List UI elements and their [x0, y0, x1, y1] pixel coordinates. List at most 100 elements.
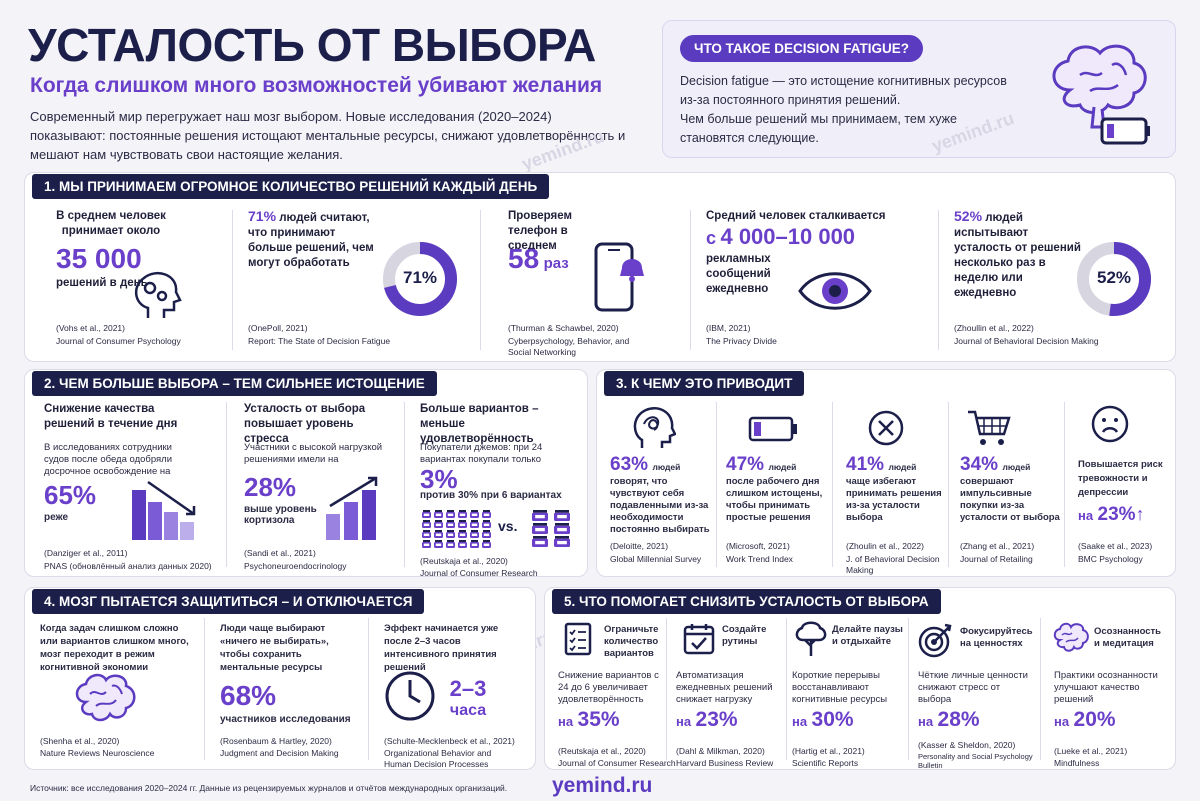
jam-jars-icon: [422, 510, 570, 548]
s3-item5-stat: на 23%↑: [1078, 504, 1145, 526]
s1-c3-unit: раз: [543, 255, 569, 272]
info-text: Decision fatigue — это истощение когнити…: [680, 72, 1010, 148]
s5-item5-prefix: на: [1054, 714, 1070, 729]
s2-c2-head: Усталость от выбора повышает уровень стр…: [244, 403, 366, 445]
s2-c2-src1: (Sandi et al., 2021): [244, 548, 316, 558]
s1-c5-src1: (Zhoullin et al., 2022): [954, 323, 1034, 333]
jam-jar-icon: [532, 510, 548, 521]
s3-item2-src1: (Microsoft, 2021): [726, 541, 790, 551]
head-gears-icon: [135, 272, 182, 318]
s5-item3-prefix: на: [792, 714, 808, 729]
s1-c2-pct: 71%: [248, 208, 277, 224]
target-icon: [918, 623, 952, 658]
jam-jar-icon: [458, 540, 467, 548]
brain-battery-icon: [1052, 44, 1150, 145]
s4-c3-number: 2–3: [449, 676, 487, 701]
s4-c1-src2: Nature Reviews Neuroscience: [40, 748, 155, 758]
s1-c1-number: 35 000: [56, 243, 142, 274]
s5-item4-prefix: на: [918, 714, 934, 729]
s1-c1-post: решений в день: [56, 277, 148, 289]
s2-c1-text: В исследованиях сотрудники судов после о…: [44, 442, 173, 477]
s1-c4-pre: Средний человек сталкивается: [706, 210, 886, 222]
page-subtitle: Когда слишком много возможностей убивают…: [30, 74, 603, 97]
jam-jar-icon: [482, 530, 491, 538]
s4-c1-src1: (Shenha et al., 2020): [40, 736, 120, 746]
s5-item1-number: 35%: [577, 708, 620, 731]
jam-jar-icon: [554, 536, 570, 547]
s5-item1-src2: Journal of Consumer Research: [558, 758, 676, 768]
section-5-card: [544, 587, 1176, 770]
s2-c2-src2: Psychoneuroendocrinology: [244, 561, 347, 571]
s5-item4-src1: (Kasser & Sheldon, 2020): [918, 740, 1016, 750]
s5-item3-src2: Scientific Reports: [792, 758, 859, 768]
s3-item3-src2: J. of Behavioral Decision Making: [846, 554, 940, 575]
s2-c2-number: 28%: [244, 472, 297, 502]
jam-jar-icon: [482, 540, 491, 548]
jam-jar-icon: [458, 520, 467, 528]
arrow-up-icon: ↑: [1135, 504, 1145, 524]
brain-small-icon: [1053, 622, 1089, 652]
jam-jar-icon: [482, 520, 491, 528]
s5-item1-head: Ограничьте количество вариантов: [604, 624, 659, 659]
s1-c2-text: 71% людей считают, что принимают больше …: [248, 209, 378, 271]
s5-item5-text: Практики осознанности улучшают качество …: [1054, 670, 1158, 705]
s3-item4-number: 34%: [960, 454, 999, 475]
jam-jar-icon: [470, 510, 479, 518]
s1-c3-src1: (Thurman & Schawbel, 2020): [508, 323, 619, 333]
jam-jar-icon: [532, 536, 548, 547]
jam-jar-icon: [446, 510, 455, 518]
s5-item3-src1: (Hartig et al., 2021): [792, 746, 865, 756]
jam-jar-icon: [470, 530, 479, 538]
checklist-icon: [564, 622, 592, 656]
s1-c1-pre: В среднем человек принимает около: [56, 210, 166, 237]
s5-item3-text: Короткие перерывы восстанавливают когнит…: [792, 670, 888, 705]
s3-item3-label: людей: [888, 462, 917, 472]
s4-c2-number: 68%: [220, 680, 277, 711]
s3-item1-label: людей: [652, 462, 681, 472]
s1-c4-src1: (IBM, 2021): [706, 323, 751, 333]
s4-c3-src1: (Schulte-Mecklenbeck et al., 2021): [384, 736, 515, 746]
jam-jar-icon: [434, 520, 443, 528]
s5-item4-stat: на 28%: [918, 708, 980, 732]
s3-item4-src2: Journal of Retailing: [960, 554, 1033, 564]
s1-c2-src2: Report: The State of Decision Fatigue: [248, 336, 391, 346]
s1-c3-src2: Cyberpsychology, Behavior, and Social Ne…: [508, 336, 630, 357]
section-1-title: 1. МЫ ПРИНИМАЕМ ОГРОМНОЕ КОЛИЧЕСТВО РЕШЕ…: [32, 174, 550, 199]
s2-c3-vs: vs.: [498, 518, 518, 534]
calendar-check-icon: [683, 624, 715, 655]
jam-jar-icon: [446, 540, 455, 548]
s1-c4-post: рекламных сообщений ежедневно: [706, 253, 771, 295]
jam-jar-icon: [446, 520, 455, 528]
s3-item2-text: после рабочего дня слишком истощены, что…: [726, 476, 823, 523]
jam-jar-icon: [532, 523, 548, 534]
s2-c2-text: Участники с высокой нагрузкой решениями …: [244, 442, 383, 465]
s1-c2-src1: (OnePoll, 2021): [248, 323, 308, 333]
jam-jar-icon: [458, 530, 467, 538]
s1-c5-donut: [1077, 242, 1151, 316]
jam-jar-icon: [422, 510, 431, 518]
s1-c4-prefix: с: [706, 228, 717, 248]
jam-jar-icon: [434, 540, 443, 548]
s5-item5-src2: Mindfulness: [1054, 758, 1100, 768]
s1-c5-donut-label: 52%: [1096, 268, 1132, 287]
section-2-title: 2. ЧЕМ БОЛЬШЕ ВЫБОРА – ТЕМ СИЛЬНЕЕ ИСТОЩ…: [32, 371, 437, 396]
s3-item5-number: 23%: [1097, 504, 1136, 525]
rising-bars-icon: [326, 476, 378, 540]
jam-jar-icon: [470, 520, 479, 528]
s5-item2-head: Создайте рутины: [722, 624, 767, 647]
s1-c2-donut-label: 71%: [402, 268, 438, 287]
footer-brand: yemind.ru: [552, 774, 653, 797]
s3-item5-pre: Повышается риск тревожности и депрессии: [1078, 459, 1163, 498]
s1-c5-text: 52% людей испытывают усталость от решени…: [954, 209, 1084, 301]
jam-jar-icon: [422, 520, 431, 528]
s2-c1-src2: PNAS (обновлённый анализ данных 2020): [44, 561, 212, 571]
declining-bars-icon: [132, 480, 196, 540]
s5-item5-stat: на 20%: [1054, 708, 1116, 732]
s4-c1-text: Когда задач слишком сложно или вариантов…: [40, 623, 189, 673]
s4-c3-stat: 2–3 часа: [446, 676, 490, 720]
jam-jar-icon: [470, 540, 479, 548]
s3-item1-src2: Global Millennial Survey: [610, 554, 702, 564]
section-4-title: 4. МОЗГ ПЫТАЕТСЯ ЗАЩИТИТЬСЯ – И ОТКЛЮЧАЕ…: [32, 589, 425, 614]
s3-item2-src2: Work Trend Index: [726, 554, 793, 564]
s3-item4-label: людей: [1002, 462, 1031, 472]
